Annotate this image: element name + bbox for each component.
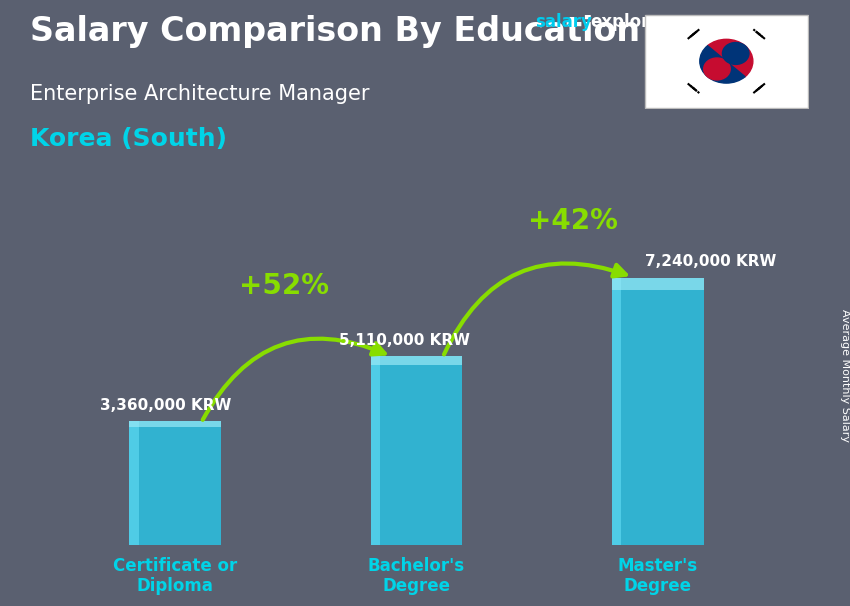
Bar (371, 356, 462, 545)
Text: 3,360,000 KRW: 3,360,000 KRW (99, 398, 231, 413)
Circle shape (722, 42, 749, 64)
Bar (129, 421, 221, 427)
Text: Average Monthly Salary: Average Monthly Salary (840, 309, 850, 442)
Bar (612, 278, 704, 290)
Wedge shape (700, 45, 745, 83)
Bar (612, 278, 621, 545)
Bar (612, 278, 704, 545)
Text: Enterprise Architecture Manager: Enterprise Architecture Manager (30, 84, 369, 104)
Text: Korea (South): Korea (South) (30, 127, 227, 152)
Bar (371, 356, 380, 545)
FancyArrowPatch shape (444, 264, 626, 355)
Wedge shape (707, 39, 753, 77)
FancyBboxPatch shape (645, 15, 808, 108)
Text: 7,240,000 KRW: 7,240,000 KRW (645, 255, 777, 270)
FancyArrowPatch shape (202, 339, 385, 420)
Text: salary: salary (536, 13, 592, 32)
Text: Salary Comparison By Education: Salary Comparison By Education (30, 15, 640, 48)
Text: .com: .com (660, 13, 705, 32)
Bar (129, 421, 139, 545)
Text: 5,110,000 KRW: 5,110,000 KRW (339, 333, 470, 348)
Bar (129, 421, 221, 545)
Circle shape (704, 58, 730, 80)
Text: +52%: +52% (239, 271, 329, 299)
Text: explorer: explorer (590, 13, 669, 32)
Bar (371, 356, 462, 365)
Text: +42%: +42% (529, 207, 618, 235)
